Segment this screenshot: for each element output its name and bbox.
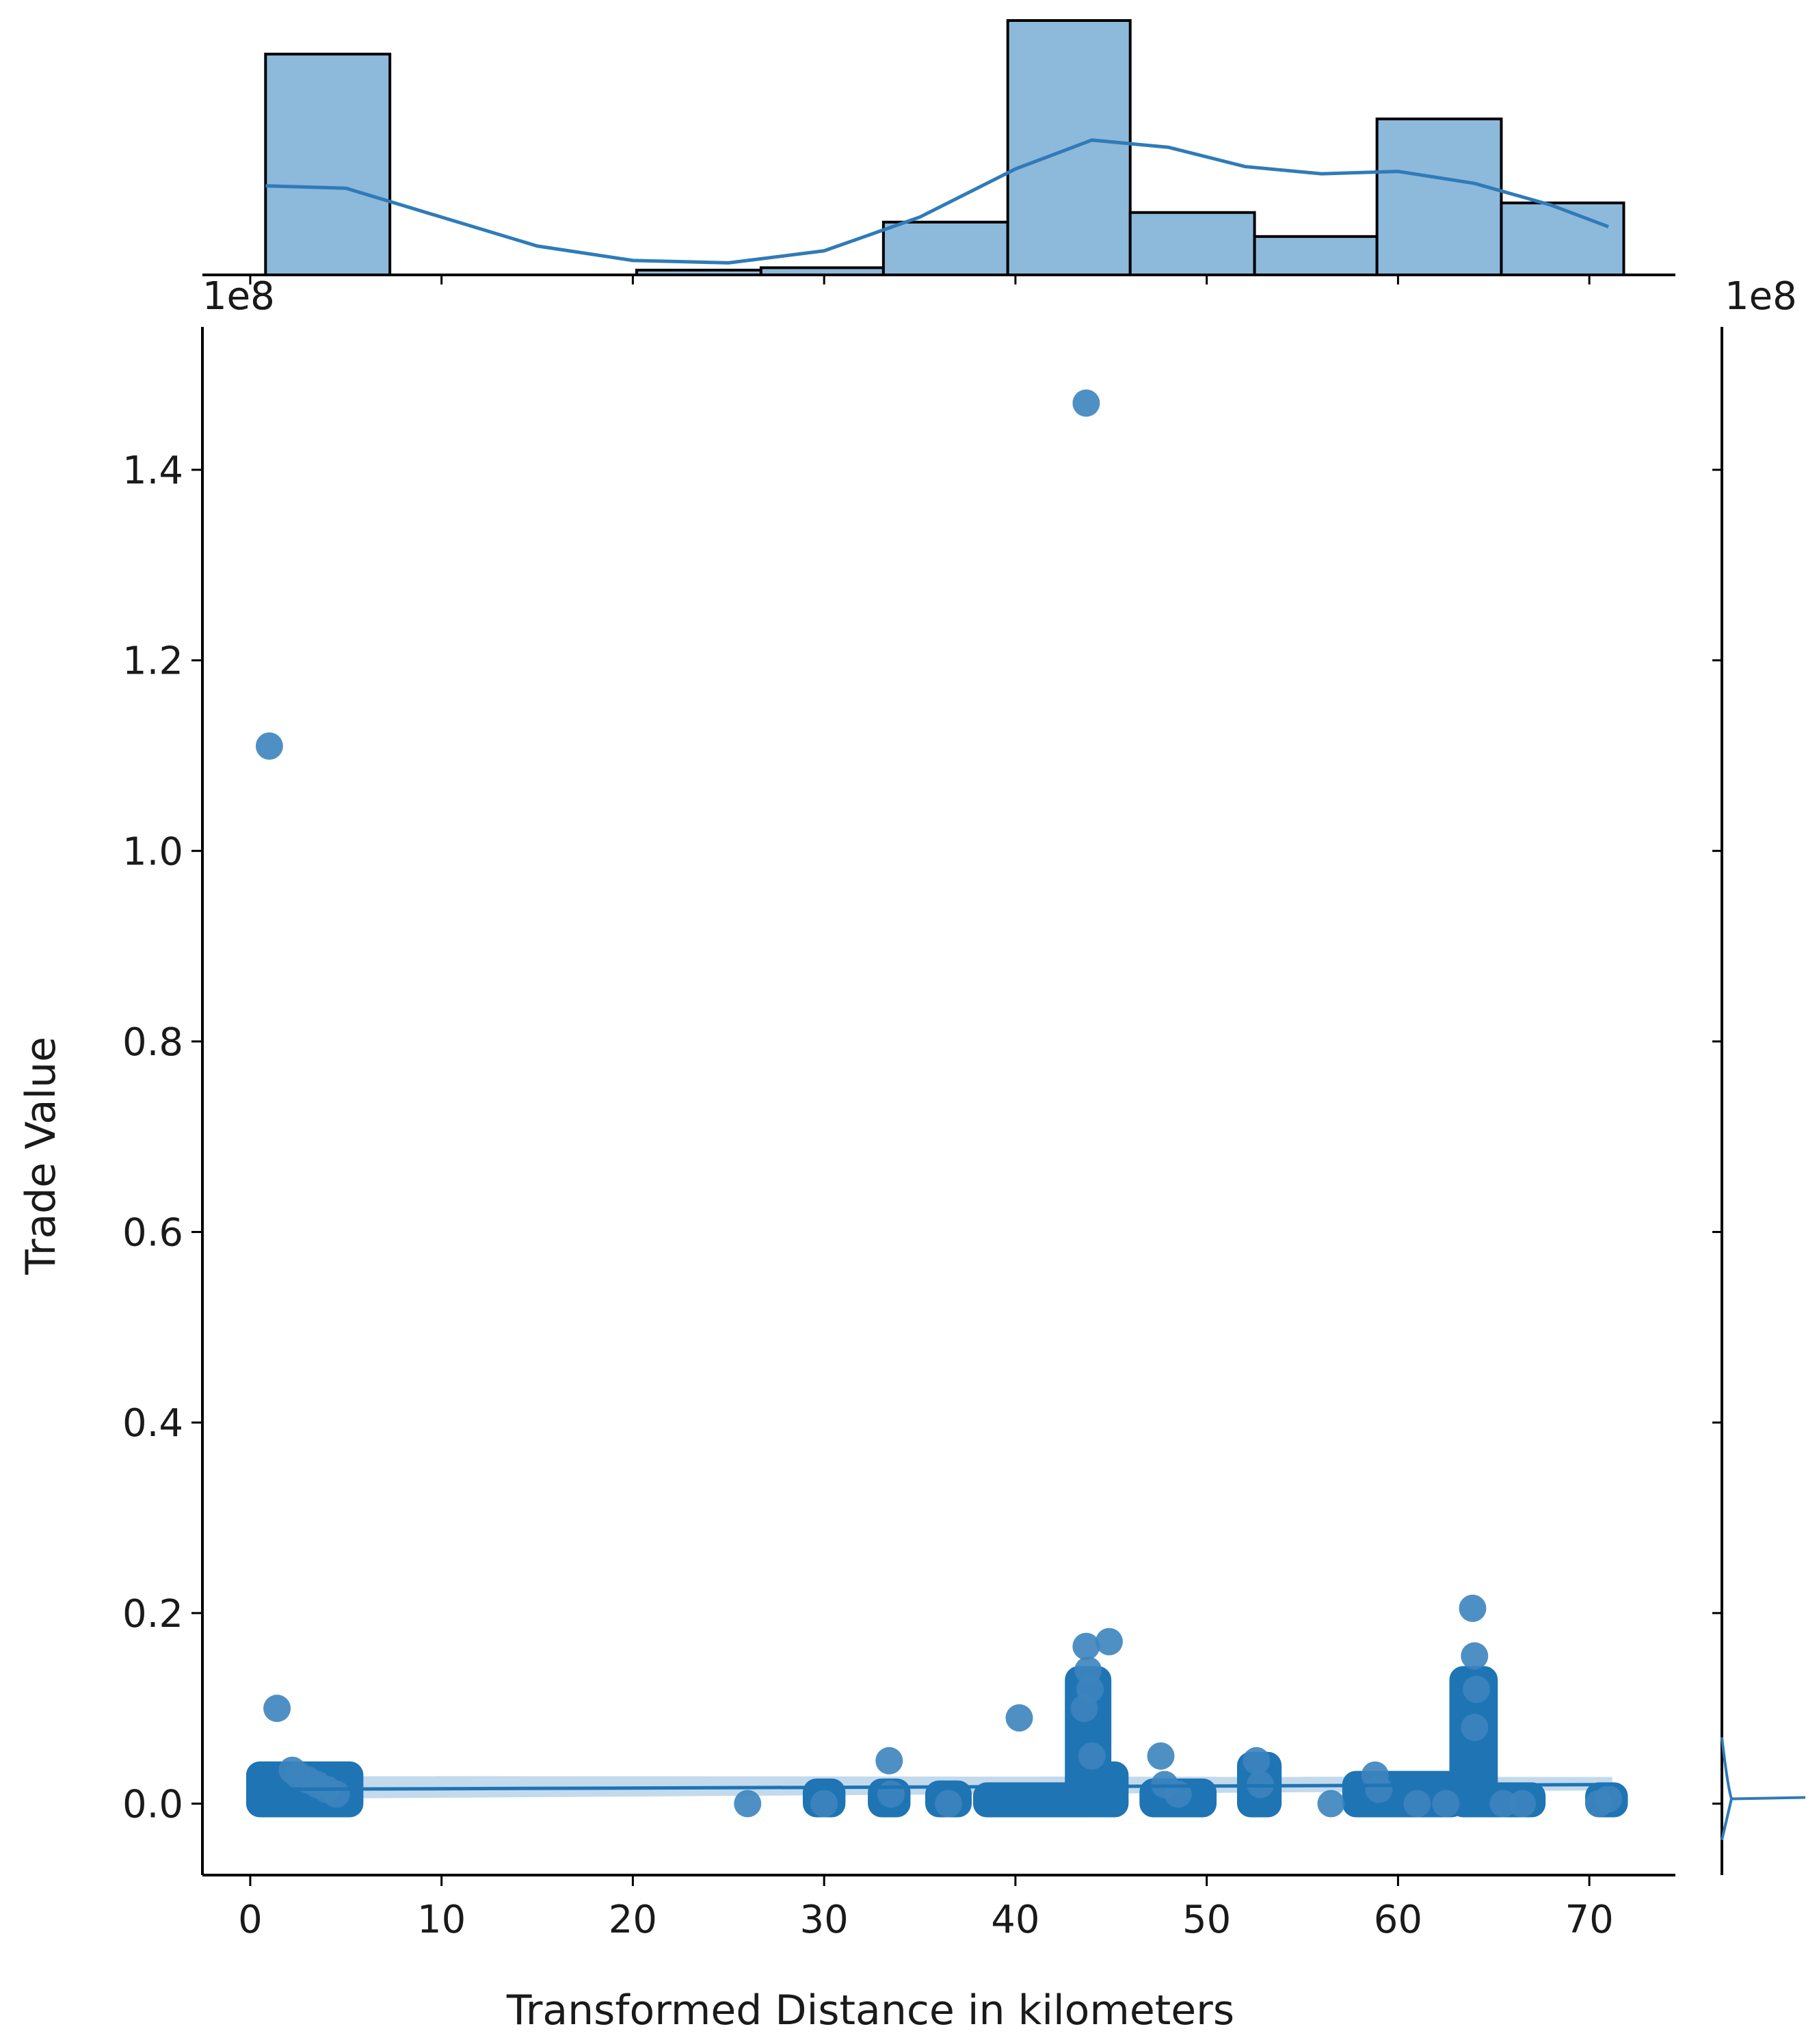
- y-offset-label: 1e8: [202, 274, 275, 319]
- x-tick-label-50: 50: [1182, 1898, 1231, 1942]
- scatter-point: [1243, 1747, 1271, 1775]
- top-offset-label: 1e8: [202, 274, 275, 319]
- scatter-point: [1147, 1742, 1175, 1770]
- top-histogram-ticks: [249, 275, 1591, 284]
- scatter-point: [1461, 1642, 1489, 1670]
- regression-line: [265, 1783, 1612, 1792]
- scatter-point: [1365, 1775, 1393, 1803]
- x-axis-title: Transformed Distance in kilometers: [506, 1987, 1234, 2034]
- right-offset-label: 1e8: [1725, 274, 1797, 319]
- scatter-point: [734, 1790, 762, 1818]
- scatter-point: [1432, 1790, 1460, 1818]
- histogram-bar-8: [1128, 211, 1256, 277]
- right-marginal-kde: [1721, 1737, 1806, 1840]
- x-tick-label-10: 10: [417, 1898, 466, 1942]
- scatter-point: [875, 1747, 903, 1775]
- y-tick-label-2: 0.4: [122, 1401, 183, 1446]
- y-axis-title: Trade Value: [17, 1037, 65, 1275]
- scatter-point: [322, 1780, 350, 1808]
- histogram-bar-11: [1500, 201, 1625, 276]
- scatter-point: [1489, 1790, 1517, 1818]
- top-marginal-histogram: [264, 19, 1625, 277]
- y-tick-label-4: 0.8: [122, 1020, 183, 1065]
- histogram-bar-1: [264, 53, 392, 276]
- histogram-bar-6: [881, 220, 1009, 276]
- dense-strip-11: [1449, 1666, 1498, 1818]
- scatter-point: [1072, 389, 1100, 417]
- x-tick-label-40: 40: [991, 1898, 1039, 1942]
- scatter-point: [1459, 1594, 1487, 1622]
- histogram-bar-10: [1375, 117, 1503, 276]
- x-tick-label-30: 30: [800, 1898, 849, 1942]
- scatter-point: [1072, 1632, 1100, 1660]
- y-axis-ticks: 0.0 0.2 0.4 0.6 0.8 1.0 1.2 1.4: [122, 449, 202, 1827]
- x-tick-label-20: 20: [609, 1898, 657, 1942]
- x-axis-ticks: 0 10 20 30 40 50 60 70: [238, 1875, 1614, 1942]
- scatter-point: [1585, 1790, 1613, 1818]
- scatter-point: [1070, 1695, 1098, 1723]
- scatter-point: [1078, 1742, 1106, 1770]
- scatter-point: [810, 1790, 838, 1818]
- y-tick-label-6: 1.2: [122, 639, 183, 684]
- y-tick-label-3: 0.6: [122, 1211, 183, 1256]
- scatter-point: [934, 1790, 962, 1818]
- dense-strip-7: [1084, 1761, 1129, 1818]
- scatter-point: [263, 1695, 291, 1723]
- right-marginal-ticks: [1712, 468, 1722, 1805]
- histogram-kde-curve: [265, 138, 1609, 265]
- scatter-point: [255, 732, 283, 760]
- scatter-points: [255, 389, 1623, 1818]
- histogram-bar-9: [1253, 235, 1379, 277]
- x-tick-label-0: 0: [238, 1898, 263, 1942]
- scatter-point: [1403, 1790, 1431, 1818]
- scatter-point: [1005, 1704, 1033, 1732]
- x-tick-label-60: 60: [1374, 1898, 1422, 1942]
- scatter-point: [1317, 1790, 1345, 1818]
- scatter-point: [1095, 1628, 1123, 1656]
- y-tick-label-5: 1.0: [122, 829, 183, 874]
- y-tick-label-1: 0.2: [122, 1592, 183, 1636]
- scatter-point: [1463, 1675, 1491, 1703]
- scatter-point: [1461, 1714, 1489, 1742]
- dense-strip-5: [972, 1782, 1091, 1818]
- regression-line-path: [265, 1783, 1612, 1792]
- x-tick-label-70: 70: [1565, 1898, 1613, 1942]
- y-tick-label-0: 0.0: [122, 1783, 183, 1827]
- scatter-point: [1509, 1790, 1537, 1818]
- y-tick-label-7: 1.4: [122, 449, 183, 493]
- scatter-point: [877, 1780, 905, 1808]
